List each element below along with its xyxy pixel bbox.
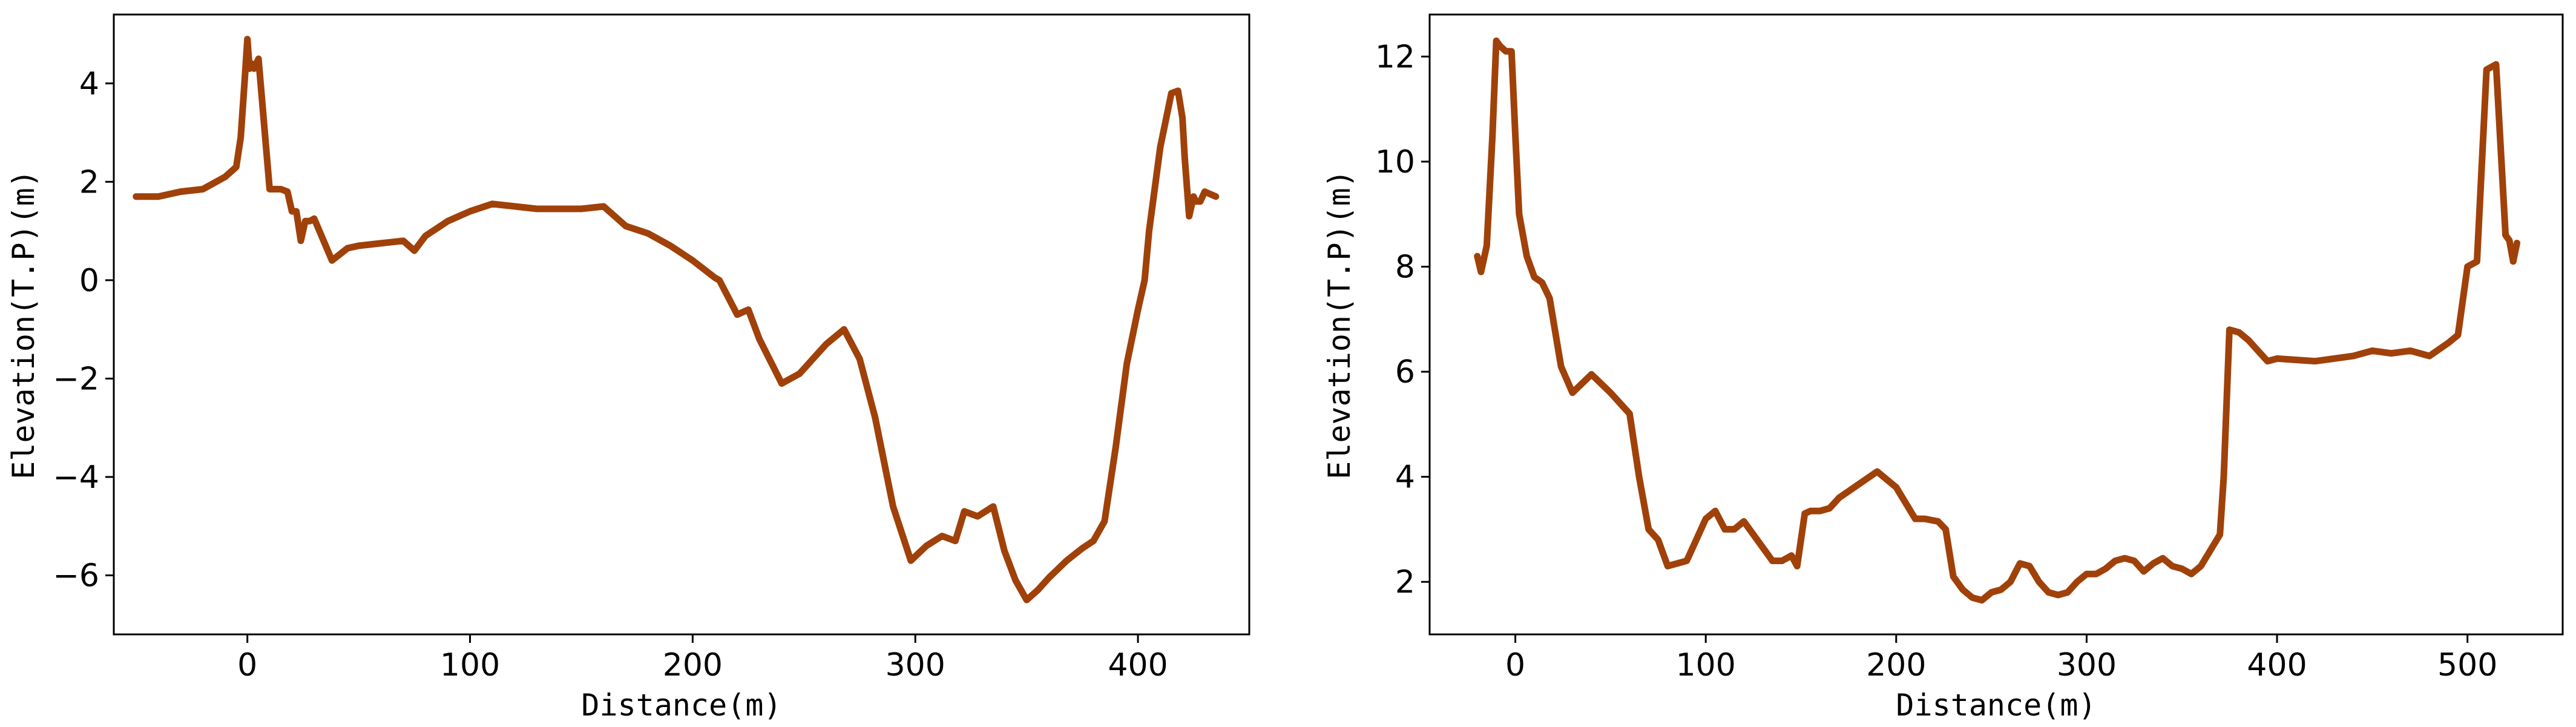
y-tick-label: −2	[53, 361, 99, 397]
y-tick-label: 10	[1375, 144, 1415, 180]
x-tick-label: 400	[2247, 647, 2307, 683]
x-tick-label: 400	[1108, 647, 1168, 683]
y-tick-label: 2	[1395, 564, 1415, 600]
x-tick-label: 200	[1866, 647, 1926, 683]
y-tick-label: 8	[1395, 249, 1415, 286]
y-tick-label: 4	[1395, 459, 1415, 496]
y-tick-label: 0	[79, 263, 99, 299]
x-tick-label: 0	[237, 647, 257, 683]
y-tick-label: 2	[79, 164, 99, 200]
x-tick-label: 300	[2057, 647, 2117, 683]
elevation-profile-line	[1474, 37, 2520, 604]
x-tick-label: 200	[663, 647, 723, 683]
elevation-profile-line	[133, 36, 1220, 604]
y-axis-label: Elevation(T.P)(m)	[6, 169, 41, 479]
y-tick-label: 6	[1395, 354, 1415, 390]
chart-1: 0 100 200 300 400 −6 −4 −2 0 2 4 Distance(m) Elevati…	[6, 13, 1250, 723]
x-tick-label: 0	[1505, 647, 1525, 683]
x-tick-label: 100	[1676, 647, 1736, 683]
x-axis-label: Distance(m)	[581, 688, 781, 723]
y-tick-label: −4	[53, 459, 99, 496]
x-tick-label: 100	[440, 647, 500, 683]
y-tick-label: 4	[79, 66, 99, 102]
y-tick-label: 12	[1375, 39, 1415, 75]
plot-frame	[113, 13, 1250, 636]
chart-2: 0 100 200 300 400 500 2 4 6 8 10 12 Distance(m) Eleva…	[1322, 13, 2564, 723]
x-tick-label: 500	[2437, 647, 2497, 683]
y-axis-label: Elevation(T.P)(m)	[1322, 169, 1357, 479]
x-axis-label: Distance(m)	[1896, 688, 2096, 723]
plot-frame	[1428, 13, 2564, 636]
y-tick-label: −6	[53, 558, 99, 594]
x-tick-label: 300	[886, 647, 945, 683]
